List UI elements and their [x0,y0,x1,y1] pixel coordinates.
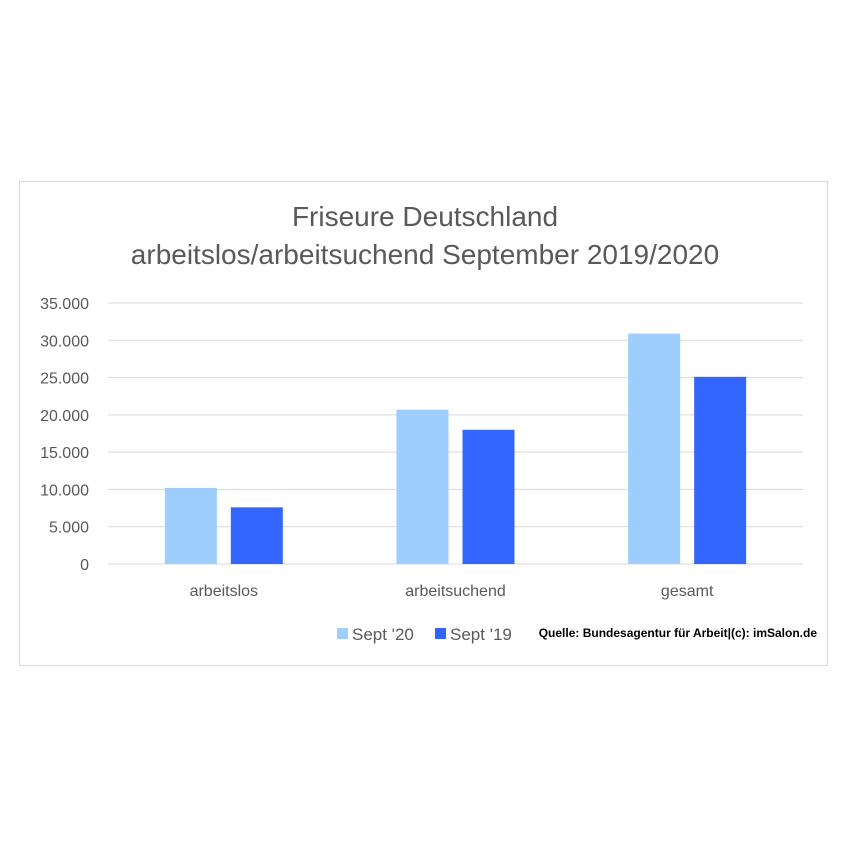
chart-title: Friseure Deutschland arbeitslos/arbeitsu… [0,198,850,274]
legend-swatch [435,628,446,639]
bar-arbeitslos-series-1 [230,507,283,564]
bar-arbeitsuchend-series-0 [396,409,449,564]
bar-gesamt-series-1 [694,376,747,564]
y-tick-label: 30.000 [40,333,89,350]
bar-arbeitslos-series-0 [164,487,217,564]
x-axis-tick-labels: arbeitslos arbeitsuchend gesamt [190,583,714,600]
y-tick-label: 35.000 [40,296,89,313]
x-tick-label: arbeitsuchend [405,583,506,600]
bar-arbeitsuchend-series-1 [462,429,515,564]
y-tick-label: 5.000 [49,520,89,537]
source-note: Quelle: Bundesagentur für Arbeit|(c): im… [539,626,818,640]
y-tick-label: 20.000 [40,408,89,425]
legend-label: Sept '19 [450,625,512,644]
bar-gesamt-series-0 [628,333,681,564]
gridlines [108,302,803,565]
legend: Sept '20 Sept '19 [337,625,512,644]
y-axis-tick-labels: 0 5.000 10.000 15.000 20.000 25.000 30.000 35.0… [40,296,89,574]
y-tick-label: 25.000 [40,371,89,388]
y-tick-label: 15.000 [40,445,89,462]
legend-swatch [337,628,348,639]
y-tick-label: 10.000 [40,482,89,499]
bars [164,333,747,564]
y-tick-label: 0 [80,557,89,574]
chart-title-line-1: Friseure Deutschland [291,201,559,232]
chart-title-line-2: arbeitslos/arbeitsuchend September 2019/… [130,239,720,270]
x-tick-label: arbeitslos [190,583,258,600]
x-tick-label: gesamt [661,583,714,600]
legend-label: Sept '20 [352,625,414,644]
